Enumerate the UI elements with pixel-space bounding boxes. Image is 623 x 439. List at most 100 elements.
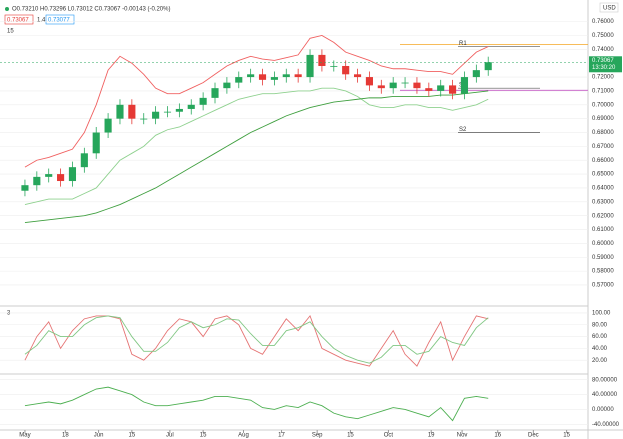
candle-body (318, 54, 326, 66)
x-tick-label: Sep (312, 433, 323, 439)
candle-body (353, 74, 362, 78)
y-tick-label: 0.63000 (592, 199, 614, 205)
candle-body (235, 77, 243, 83)
candle-body (140, 118, 148, 120)
y-tick-label: 0.60000 (592, 241, 614, 247)
pivot-label: R1 (459, 41, 467, 47)
y-tick-label: 0.71000 (592, 89, 614, 95)
x-tick-label: 15 (347, 433, 354, 439)
ask-price: 0.73077 (48, 18, 70, 24)
y-tick-label: 0.70000 (592, 102, 614, 108)
last-price-label: 0.73067 (592, 58, 614, 64)
y-tick-label: 0.76000 (592, 19, 614, 25)
ask-box[interactable] (45, 14, 75, 25)
candle-body (425, 88, 433, 91)
x-tick-label: 15 (200, 433, 207, 439)
candle-body (163, 111, 172, 113)
candle-body (306, 54, 314, 78)
y-tick-label: 0.59000 (592, 255, 614, 261)
x-tick-label: Jul (166, 433, 174, 439)
candle-body (104, 118, 112, 133)
candle-body (437, 85, 445, 91)
candle-body (282, 74, 290, 78)
x-tick-label: Dec (528, 433, 539, 439)
candle-body (223, 82, 231, 89)
y-tick-label: 0.67000 (592, 144, 614, 150)
candle-body (460, 77, 469, 94)
x-tick-label: Oct (384, 433, 394, 439)
candle-body (365, 77, 373, 86)
x-tick-label: 18 (62, 433, 69, 439)
y-tick-label: 40.00 (592, 346, 608, 352)
y-tick-label: 20.00 (592, 358, 608, 364)
y-tick-label: 40.00000 (592, 392, 618, 398)
y-tick-label: 0.58000 (592, 269, 614, 275)
y-tick-label: 0.57000 (592, 283, 614, 289)
candle-body (152, 111, 160, 119)
x-tick-label: 17 (278, 433, 285, 439)
indicator-line (24, 315, 489, 367)
y-tick-label: 60.00 (592, 334, 608, 340)
currency: USD (603, 6, 616, 12)
spread: 1.4 (37, 18, 46, 24)
candle-body (484, 62, 492, 71)
candle-body (258, 74, 267, 80)
pivot-label: S2 (459, 127, 467, 133)
x-tick-label: Jun (94, 433, 104, 439)
candle-body (449, 85, 457, 94)
candle-body (116, 104, 124, 119)
candle-body (128, 104, 136, 119)
candle-body (401, 82, 409, 84)
overlay-line (24, 35, 489, 168)
bid-box[interactable] (4, 14, 34, 25)
candle-body (199, 97, 207, 105)
y-tick-label: 0.62000 (592, 213, 614, 219)
x-tick-label: Aug (238, 433, 249, 439)
y-tick-label: 0.00000 (592, 407, 614, 413)
x-tick-label: Nov (457, 433, 468, 439)
y-tick-label: -40.00000 (592, 422, 620, 428)
candle-body (472, 70, 480, 78)
candle-body (342, 65, 350, 75)
y-tick-label: 0.68000 (592, 130, 614, 136)
y-tick-label: 0.61000 (592, 227, 614, 233)
ohlc-legend: O0.73210 H0.73296 L0.73012 C0.73067 -0.0… (12, 7, 170, 13)
x-tick-label: 19 (428, 433, 435, 439)
candle-body (175, 108, 183, 112)
candle-body (92, 132, 100, 154)
candle-body (413, 82, 421, 89)
candle-body (211, 88, 219, 98)
y-tick-label: 0.74000 (592, 47, 614, 53)
x-tick-label: 15 (129, 433, 136, 439)
candle-body (247, 74, 255, 78)
candle-body (294, 74, 302, 78)
indicator-label: 15 (7, 29, 14, 35)
indicator-line (24, 386, 489, 422)
symbol-icon (5, 7, 9, 11)
y-tick-label: 80.00 (592, 322, 608, 328)
x-tick-label: May (19, 433, 30, 439)
candle-body (57, 174, 65, 182)
indicator-label: 3 (7, 311, 11, 317)
overlay-line (24, 90, 489, 224)
currency-box[interactable] (599, 2, 619, 13)
candle-body (187, 104, 195, 109)
candle-body (21, 185, 29, 191)
candle-body (377, 85, 385, 89)
y-tick-label: 100.00 (592, 311, 611, 317)
y-tick-label: 80.00000 (592, 377, 618, 383)
y-tick-label: 0.69000 (592, 116, 614, 122)
y-tick-label: 0.64000 (592, 186, 614, 192)
y-tick-label: 0.75000 (592, 33, 614, 39)
y-tick-label: 0.72000 (592, 75, 614, 81)
candle-body (330, 65, 338, 67)
candle-body (80, 153, 88, 168)
candle-body (389, 82, 397, 89)
indicator-line (24, 315, 489, 364)
countdown-label: 13:30:20 (592, 65, 616, 71)
y-tick-label: 0.65000 (592, 172, 614, 178)
bid-price: 0.73067 (7, 18, 29, 24)
candle-body (33, 176, 41, 186)
y-tick-label: 0.66000 (592, 158, 614, 164)
